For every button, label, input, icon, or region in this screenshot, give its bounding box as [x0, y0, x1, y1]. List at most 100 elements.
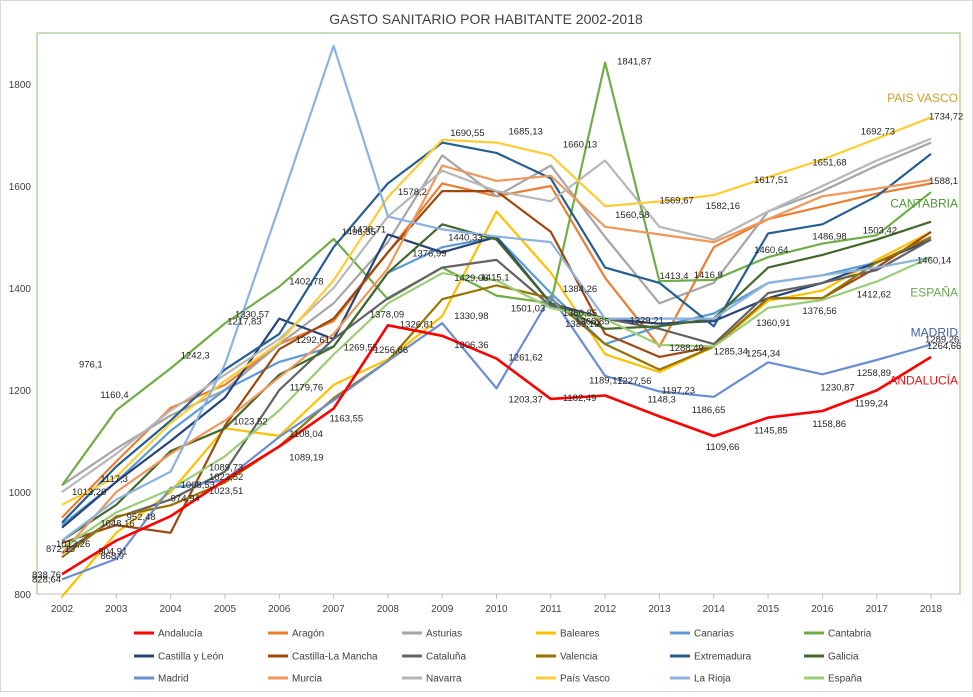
data-label: 1023,51	[209, 486, 243, 497]
x-tick-label: 2010	[485, 604, 508, 615]
data-label: 1330,57	[235, 309, 269, 320]
data-label: 1269,55	[344, 343, 378, 354]
series-line-la-rioja	[61, 44, 932, 542]
data-label: 1841,87	[617, 57, 651, 68]
series-line-espana	[61, 256, 932, 550]
legend-label: Asturias	[426, 629, 462, 640]
legend: Andalucía Aragón Asturias Baleares Canarias C…	[134, 629, 872, 685]
x-tick-label: 2008	[377, 604, 400, 615]
legend-item-extremadura: Extremadura	[670, 652, 752, 663]
data-label: 1264,66	[927, 341, 961, 352]
series-callout: MADRID	[911, 325, 959, 339]
data-label: 1378,09	[370, 309, 404, 320]
data-label: 1199,24	[855, 398, 889, 409]
data-label: 868,9	[100, 551, 124, 562]
data-label: 1197,23	[661, 385, 695, 396]
series-line-andalucia	[61, 323, 932, 576]
data-label: 1486,98	[812, 232, 846, 243]
data-label: 1588,1	[929, 176, 958, 187]
y-tick-label: 1600	[9, 182, 32, 193]
data-label: 1048,16	[100, 518, 134, 529]
x-tick-label: 2013	[648, 604, 671, 615]
data-label: 1258,89	[857, 368, 891, 379]
legend-label: Castilla y León	[158, 652, 224, 663]
legend-item-madrid: Madrid	[134, 674, 189, 685]
series-line-galicia	[61, 220, 932, 542]
legend-label: La Rioja	[694, 674, 731, 685]
data-label: 1460,14	[917, 255, 951, 266]
legend-item-cantabria: Cantabria	[804, 629, 872, 640]
data-label: 1578,2	[398, 187, 427, 198]
legend-item-la-rioja: La Rioja	[670, 674, 731, 685]
data-label: 1217,83	[227, 317, 261, 328]
data-label: 1416,9	[694, 270, 723, 281]
data-label: 1460,64	[754, 245, 788, 256]
data-label: 1023,52	[209, 472, 243, 483]
legend-item-baleares: Baleares	[536, 629, 599, 640]
x-tick-label: 2006	[268, 604, 291, 615]
data-label: 1660,13	[563, 139, 597, 150]
legend-item-canarias: Canarias	[670, 629, 734, 640]
x-tick-label: 2002	[51, 604, 74, 615]
data-label: 838,76	[32, 570, 61, 581]
legend-label: Baleares	[560, 629, 599, 640]
data-label: 1692,73	[861, 127, 895, 138]
legend-item-andalucia: Andalucía	[134, 629, 203, 640]
x-tick-label: 2005	[214, 604, 237, 615]
legend-label: Andalucía	[158, 629, 203, 640]
data-label: 1402,78	[289, 277, 323, 288]
data-label: 1145,85	[754, 426, 788, 437]
x-tick-label: 2007	[322, 604, 345, 615]
y-tick-label: 1400	[9, 284, 32, 295]
data-label: 1023,52	[233, 416, 267, 427]
data-label: 1117,3	[100, 474, 128, 485]
x-tick-label: 2009	[431, 604, 454, 615]
data-label: 1734,72	[929, 111, 963, 122]
data-label: 1242,3	[181, 350, 210, 361]
data-labels: 838,76 904,91 952,48 1023,51 1089,19 1163,55 1…	[32, 57, 963, 586]
legend-label: Castilla-La Mancha	[292, 652, 378, 663]
data-label: 1306,36	[454, 340, 488, 351]
data-label: 1289,26	[925, 334, 959, 345]
x-tick-label: 2004	[160, 604, 183, 615]
x-tick-label: 2011	[540, 604, 562, 615]
legend-label: Galicia	[828, 652, 859, 663]
data-label: 1360,91	[756, 318, 790, 329]
legend-item-navarra: Navarra	[402, 674, 462, 685]
data-label: 1182,49	[563, 393, 597, 404]
data-label: 1412,62	[857, 290, 891, 301]
data-label: 952,48	[127, 512, 156, 523]
data-label: 1438,71	[352, 224, 386, 235]
data-label: 1617,51	[754, 175, 788, 186]
series-line-pais-vasco	[61, 116, 932, 506]
data-label: 828,64	[32, 574, 61, 585]
data-label: 1158,86	[812, 419, 846, 430]
legend-label: Valencia	[560, 652, 598, 663]
data-label: 1186,65	[692, 405, 726, 416]
data-label: 1013,26	[72, 487, 106, 498]
legend-item-valencia: Valencia	[536, 652, 598, 663]
data-label: 1013,26	[56, 539, 90, 550]
data-label: 1189,17	[589, 376, 623, 387]
legend-item-espana: España	[804, 674, 862, 685]
data-label: 1292,61	[296, 335, 330, 346]
series-line-cataluna	[61, 238, 932, 555]
data-label: 1179,76	[290, 382, 324, 393]
x-tick-label: 2016	[811, 604, 834, 615]
legend-item-pais-vasco: País Vasco	[536, 674, 610, 685]
x-tick-label: 2012	[594, 604, 617, 615]
legend-item-murcia: Murcia	[268, 674, 322, 685]
data-label: 1503,42	[863, 225, 897, 236]
data-label: 1501,03	[511, 303, 545, 314]
data-label: 1429,06	[454, 273, 488, 284]
data-label: 1326,81	[400, 319, 434, 330]
data-label: 1685,13	[509, 127, 543, 138]
data-label: 974,94	[171, 493, 200, 504]
legend-item-aragon: Aragón	[268, 629, 324, 640]
data-label: 1285,34	[714, 346, 748, 357]
legend-label: Extremadura	[694, 652, 752, 663]
data-label: 1256,86	[374, 345, 408, 356]
y-tick-label: 1000	[9, 488, 32, 499]
data-label: 1376,56	[802, 306, 836, 317]
